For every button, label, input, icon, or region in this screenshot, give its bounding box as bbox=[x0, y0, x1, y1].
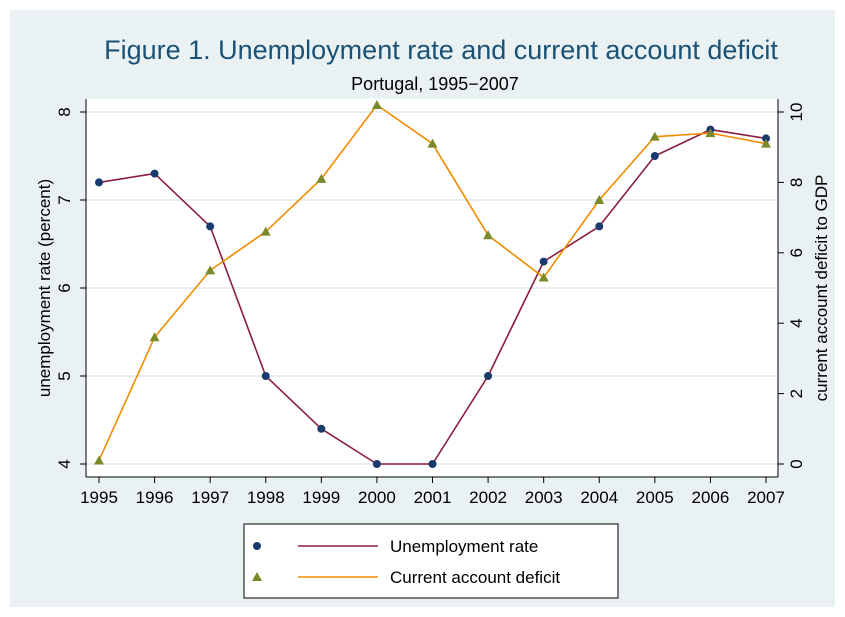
data-point-marker bbox=[94, 455, 104, 465]
data-point-marker bbox=[150, 169, 159, 178]
x-tick-label: 2007 bbox=[747, 488, 785, 507]
data-point-marker bbox=[206, 222, 215, 231]
x-tick-label: 2006 bbox=[692, 488, 730, 507]
data-point-marker bbox=[95, 178, 103, 187]
legend-marker bbox=[252, 572, 262, 581]
data-point-marker bbox=[316, 173, 327, 183]
data-point-marker bbox=[427, 138, 438, 148]
data-point-marker bbox=[149, 332, 160, 342]
legend-marker bbox=[253, 542, 261, 550]
y-left-tick-label: 8 bbox=[55, 107, 74, 116]
data-point-marker bbox=[317, 424, 326, 433]
chart-title: Figure 1. Unemployment rate and current … bbox=[104, 35, 778, 65]
legend: Unemployment rate Current account deficit bbox=[243, 523, 619, 599]
x-tick-label: 1998 bbox=[247, 488, 285, 507]
data-point-marker bbox=[205, 265, 216, 275]
data-point-marker bbox=[371, 99, 382, 109]
y-right-tick-label: 0 bbox=[787, 459, 806, 468]
y-right-tick-label: 10 bbox=[787, 103, 806, 122]
chart-subtitle: Portugal, 1995−2007 bbox=[351, 74, 519, 94]
legend-box bbox=[243, 523, 619, 599]
y-left-tick-label: 4 bbox=[55, 459, 74, 468]
data-point-marker bbox=[483, 230, 494, 240]
x-tick-label: 1995 bbox=[80, 488, 118, 507]
data-point-marker bbox=[649, 131, 660, 141]
x-tick-label: 2003 bbox=[525, 488, 563, 507]
data-point-marker bbox=[595, 222, 604, 231]
x-tick-label: 2002 bbox=[469, 488, 507, 507]
x-tick-label: 2005 bbox=[636, 488, 674, 507]
y-left-tick-label: 7 bbox=[55, 195, 74, 204]
x-tick-label: 1997 bbox=[191, 488, 229, 507]
legend-item: Unemployment rate bbox=[253, 537, 538, 556]
x-tick-label: 1999 bbox=[302, 488, 340, 507]
legend-label: Unemployment rate bbox=[390, 537, 538, 556]
y-axis-left-title: unemployment rate (percent) bbox=[35, 179, 54, 397]
legend-label: Current account deficit bbox=[390, 568, 560, 587]
series-layer bbox=[94, 99, 771, 468]
data-point-marker bbox=[762, 134, 770, 143]
y-right-tick-label: 6 bbox=[787, 248, 806, 257]
x-tick-label: 2001 bbox=[414, 488, 452, 507]
data-point-marker bbox=[594, 195, 605, 204]
data-point-marker bbox=[538, 272, 549, 282]
y-right-tick-label: 2 bbox=[787, 389, 806, 398]
axes bbox=[80, 99, 784, 483]
x-tick-label: 2000 bbox=[358, 488, 396, 507]
y-left-tick-label: 5 bbox=[55, 371, 74, 380]
data-point-marker bbox=[484, 372, 493, 380]
data-point-marker bbox=[261, 372, 270, 380]
data-point-marker bbox=[705, 128, 716, 138]
data-point-marker bbox=[260, 226, 271, 236]
y-left-tick-label: 6 bbox=[55, 283, 74, 292]
x-tick-label: 1996 bbox=[136, 488, 174, 507]
legend-item: Current account deficit bbox=[252, 568, 560, 587]
y-axis-right-title: current account deficit to GDP bbox=[812, 175, 831, 402]
y-right-tick-label: 4 bbox=[787, 318, 806, 327]
y-right-tick-label: 8 bbox=[787, 178, 806, 187]
data-point-marker bbox=[428, 460, 437, 468]
series-current-account-deficit bbox=[94, 99, 771, 465]
data-point-marker bbox=[650, 152, 659, 160]
data-point-marker bbox=[372, 460, 381, 468]
data-point-marker bbox=[539, 257, 548, 266]
data-point-marker bbox=[761, 138, 771, 148]
tick-labels: 1995 1996 1997 1998 1999 2000 2001 2002 2003 2004… bbox=[55, 103, 806, 507]
x-tick-label: 2004 bbox=[580, 488, 618, 507]
